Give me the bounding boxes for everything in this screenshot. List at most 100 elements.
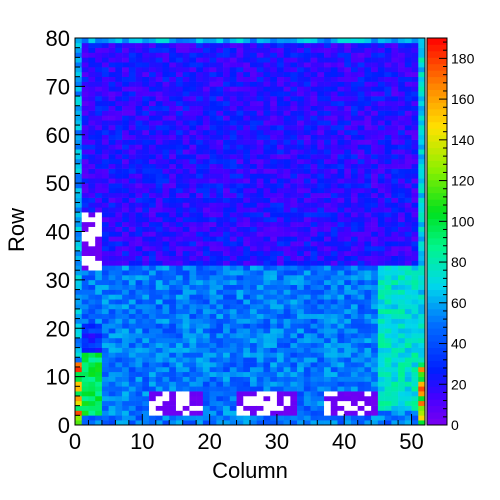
heatmap-cell [411, 144, 419, 150]
heatmap-cell [202, 333, 210, 339]
heatmap-cell [128, 381, 136, 387]
heatmap-cell [384, 313, 392, 319]
heatmap-cell [175, 371, 183, 377]
heatmap-cell [276, 192, 284, 198]
heatmap-cell [297, 333, 305, 339]
heatmap-cell [398, 275, 406, 281]
heatmap-cell [115, 154, 123, 160]
heatmap-cell [290, 410, 298, 416]
heatmap-cell [162, 270, 170, 276]
heatmap-cell [75, 202, 83, 208]
heatmap-cell [297, 265, 305, 271]
heatmap-cell [263, 129, 271, 136]
heatmap-cell [276, 366, 284, 373]
colorbar-segment [427, 108, 447, 116]
heatmap-cell [216, 362, 224, 368]
heatmap-cell [330, 236, 338, 242]
heatmap-cell [122, 265, 130, 271]
heatmap-cell [357, 57, 365, 63]
heatmap-cell [122, 250, 130, 256]
heatmap-cell [276, 313, 284, 319]
heatmap-cell [142, 52, 150, 58]
heatmap-cell [182, 270, 190, 276]
heatmap-cell [155, 163, 163, 169]
heatmap-cell [404, 187, 412, 194]
heatmap-cell [101, 163, 109, 169]
heatmap-cell [236, 260, 244, 266]
heatmap-cell [404, 158, 412, 165]
heatmap-cell [297, 197, 305, 203]
heatmap-cell [202, 391, 210, 397]
heatmap-cell [75, 134, 83, 140]
heatmap-cell [135, 120, 143, 126]
heatmap-cell [95, 304, 103, 310]
heatmap-cell [357, 67, 365, 73]
colorbar-segment [427, 134, 447, 142]
heatmap-cell [122, 342, 130, 348]
heatmap-cell [256, 304, 264, 310]
heatmap-cell [357, 81, 365, 87]
heatmap-cell [88, 57, 96, 63]
heatmap-cell [357, 246, 365, 252]
heatmap-cell [196, 192, 204, 198]
heatmap-cell [283, 318, 291, 324]
heatmap-cell [418, 81, 426, 87]
heatmap-cell [229, 47, 237, 53]
heatmap-cell [317, 318, 325, 324]
heatmap-cell [418, 86, 426, 92]
heatmap-cell [398, 197, 406, 203]
heatmap-cell [236, 105, 244, 111]
heatmap-cell [122, 42, 130, 48]
heatmap-cell [128, 216, 136, 223]
heatmap-cell [115, 352, 123, 358]
heatmap-cell [108, 294, 116, 300]
heatmap-cell [189, 328, 197, 334]
heatmap-cell [310, 400, 318, 406]
heatmap-cell [115, 226, 123, 232]
heatmap-cell [377, 289, 385, 295]
heatmap-cell [101, 279, 109, 286]
heatmap-cell [142, 289, 150, 295]
heatmap-cell [350, 386, 358, 392]
heatmap-cell [330, 91, 338, 97]
heatmap-cell [236, 279, 244, 286]
heatmap-cell [108, 67, 116, 73]
heatmap-cell [142, 158, 150, 165]
heatmap-cell [209, 279, 217, 286]
heatmap-cell [384, 231, 392, 237]
heatmap-cell [243, 71, 251, 77]
colorbar-segment [427, 315, 447, 323]
heatmap-cell [384, 144, 392, 150]
heatmap-cell [263, 144, 271, 150]
heatmap-cell [223, 38, 231, 44]
heatmap-cell [169, 420, 177, 426]
heatmap-cell [357, 158, 365, 165]
heatmap-cell [337, 275, 345, 281]
heatmap-cell [81, 139, 89, 145]
heatmap-cell [384, 168, 392, 174]
heatmap-cell [196, 386, 204, 392]
heatmap-cell [324, 362, 332, 368]
heatmap-cell [310, 420, 318, 426]
heatmap-cell [243, 420, 251, 426]
heatmap-cell [169, 139, 177, 145]
heatmap-cell [297, 400, 305, 406]
heatmap-cell [162, 96, 170, 102]
heatmap-cell [324, 76, 332, 82]
heatmap-cell [404, 241, 412, 247]
heatmap-cell [155, 405, 163, 411]
heatmap-cell [337, 207, 345, 213]
heatmap-cell [229, 357, 237, 363]
heatmap-cell [122, 212, 130, 218]
heatmap-cell [256, 376, 264, 382]
heatmap-cell [149, 352, 157, 358]
heatmap-cell [283, 178, 291, 184]
heatmap-cell [149, 265, 157, 271]
heatmap-cell [310, 299, 318, 305]
heatmap-cell [223, 352, 231, 358]
heatmap-cell [377, 284, 385, 290]
heatmap-cell [209, 100, 217, 107]
colorbar-segment [427, 373, 447, 381]
heatmap-cell [377, 420, 385, 426]
heatmap-cell [182, 202, 190, 208]
